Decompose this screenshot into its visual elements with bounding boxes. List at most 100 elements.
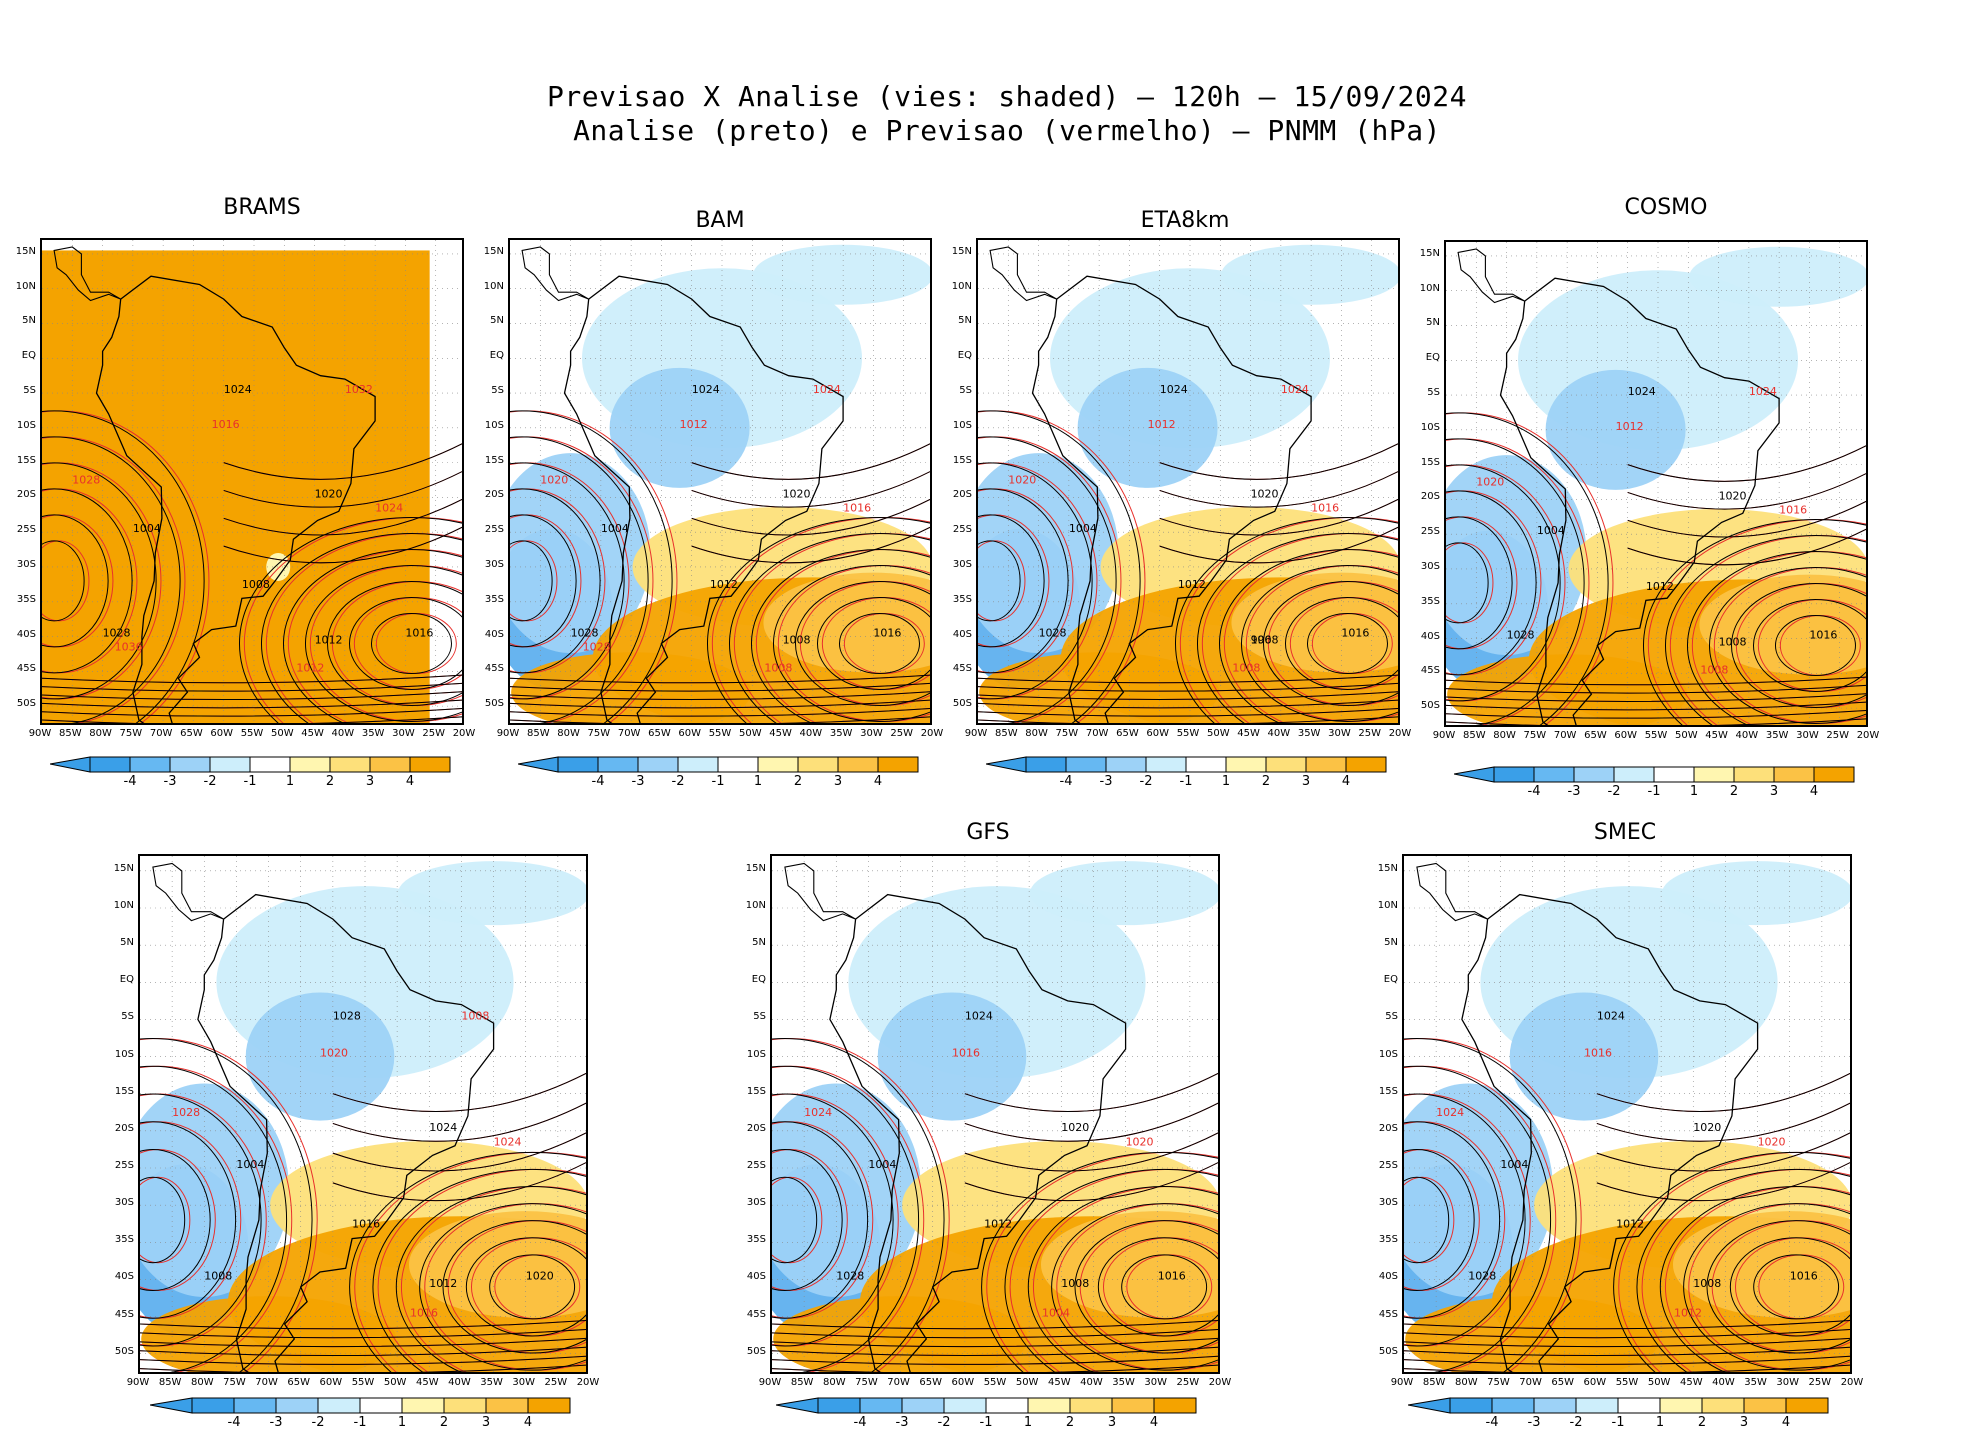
longitude-label: 90W (758, 1377, 782, 1388)
forecast-isobar-label: 1008 (1700, 663, 1728, 676)
central-america-coastline (521, 246, 589, 302)
longitude-label: 65W (1116, 728, 1139, 739)
latitude-label: 50S (1378, 1345, 1398, 1357)
map-canvas-panel5: 1012 1016 1020 1024 1028 1008 1004 1016 1020 1024… (140, 856, 586, 1372)
analysis-isobar-label: 1024 (1160, 383, 1188, 396)
longitude-label: 55W (983, 1377, 1007, 1388)
analysis-isobar-label: 1016 (873, 627, 901, 640)
central-america-coastline (53, 246, 121, 302)
colorbar-segment (901, 1397, 945, 1414)
analysis-isobar-label: 1004 (133, 522, 161, 535)
isobar (772, 1364, 1218, 1372)
latitude-label: 5N (1426, 317, 1440, 329)
isobar (42, 540, 85, 622)
colorbar-label: -4 (123, 774, 137, 789)
isobar (489, 1254, 576, 1320)
forecast-isobar-label: 1012 (680, 418, 708, 431)
longitude-label: 40W (1267, 728, 1291, 739)
isobar (510, 691, 930, 700)
map-panel-cosmo: 1008 1012 1016 1020 1024 1028 1004 1008 1012 1016… (1444, 240, 1868, 727)
latitude-label: 25S (1420, 526, 1440, 538)
isobar (42, 514, 109, 648)
colorbar-segment (1025, 756, 1067, 773)
colorbar-arrow-low (49, 756, 91, 773)
isobar (817, 597, 930, 691)
latitude-label: 5N (958, 315, 972, 327)
longitude-label: 45W (1047, 1377, 1071, 1388)
forecast-isobar-label: 1024 (1749, 385, 1777, 398)
longitude-label: 20W (920, 728, 944, 739)
bias-area (753, 244, 930, 305)
isobar (349, 597, 462, 691)
colorbar-label: -4 (1059, 774, 1073, 789)
longitude-label: 30W (1144, 1377, 1168, 1388)
isobar (1709, 567, 1866, 724)
isobar (223, 526, 462, 564)
analysis-isobar-label: 1016 (1158, 1269, 1186, 1282)
latitude-label: 15S (746, 1085, 766, 1097)
longitude-label: 70W (1085, 728, 1109, 739)
isobar (1404, 1065, 1552, 1372)
isobar (772, 1355, 1218, 1365)
isobar (772, 1038, 945, 1372)
latitude-label: 35S (1420, 595, 1440, 607)
forecast-isobar-label: 1008 (1232, 661, 1260, 674)
central-america-coastline (784, 862, 856, 922)
colorbar-label: -3 (163, 774, 177, 789)
latitude-label: 45S (1378, 1308, 1398, 1320)
isobar (510, 410, 673, 723)
colorbar-label: 4 (1809, 784, 1819, 799)
forecast-isobar-label: 1008 (764, 661, 792, 674)
colorbar-segment (329, 756, 371, 773)
south-america-coastline (197, 893, 495, 1372)
analysis-isobar-label: 1028 (836, 1269, 864, 1282)
forecast-isobar-label: 1028 (583, 640, 611, 653)
longitude-label: 60W (1146, 728, 1170, 739)
isobar (751, 549, 930, 723)
latitude-label: 50S (746, 1345, 766, 1357)
isobar-labels: 1008 1012 1016 1020 1024 1028 1004 1012 1016 1020… (1436, 1009, 1818, 1319)
latitude-label: 15S (484, 454, 504, 466)
map-canvas-brams: 1012 1008 1016 1020 1024 1028 1004 1012 1016 1024… (42, 240, 462, 723)
colorbar-label: 2 (1261, 774, 1271, 789)
isobar (1263, 581, 1398, 706)
colorbar-arrow-low (1453, 766, 1495, 783)
map-canvas-gfs: 1008 1012 1016 1020 1024 1028 1004 1004 1016 1020… (772, 856, 1218, 1372)
colorbar-segment (1105, 756, 1147, 773)
isobar (442, 1220, 586, 1354)
colorbar-label: -3 (631, 774, 645, 789)
isobar (1627, 472, 1866, 510)
grid-lines (1446, 242, 1866, 725)
analysis-isobar-label: 1004 (236, 1158, 264, 1171)
isobar (332, 1132, 586, 1172)
analysis-isobar-label: 1024 (1628, 385, 1656, 398)
isobar (691, 443, 930, 480)
analysis-isobars (510, 410, 930, 723)
longitude-label: 70W (887, 1377, 910, 1388)
analysis-isobar-label: 1008 (242, 578, 270, 591)
isobar (964, 1102, 1218, 1142)
isobar (370, 613, 452, 675)
colorbar-label: 3 (1769, 784, 1779, 799)
isobar (772, 1328, 1218, 1339)
longitude-label: 90W (1432, 730, 1456, 741)
isobar (1404, 1093, 1526, 1347)
analysis-isobars (1404, 1038, 1850, 1372)
isobar (42, 707, 462, 717)
longitude-label: 20W (1208, 1377, 1232, 1388)
isobar (1027, 1186, 1218, 1372)
panel-title-brams: BRAMS (223, 195, 301, 220)
colorbar-label: 3 (1107, 1415, 1117, 1430)
colorbar-eta8km (985, 756, 1388, 778)
south-america-coastline (829, 893, 1127, 1372)
analysis-isobar-label: 1008 (1719, 636, 1747, 649)
colorbar-arrow-low (985, 756, 1027, 773)
grid-lines (510, 240, 930, 723)
isobar (510, 462, 625, 700)
analysis-isobar-label: 1012 (1646, 580, 1674, 593)
latitude-label: 10S (1420, 421, 1440, 433)
colorbar-arrow-low (775, 1397, 819, 1414)
latitude-label: 10N (113, 900, 134, 911)
colorbar-segment (369, 756, 411, 773)
longitude-label: 50W (738, 728, 762, 739)
